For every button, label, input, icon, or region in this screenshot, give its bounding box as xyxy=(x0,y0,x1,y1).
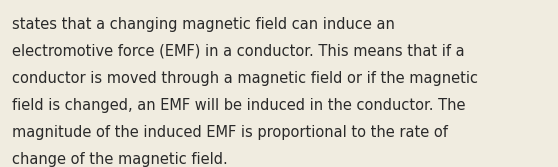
Text: field is changed, an EMF will be induced in the conductor. The: field is changed, an EMF will be induced… xyxy=(12,98,466,113)
Text: change of the magnetic field.: change of the magnetic field. xyxy=(12,152,228,167)
Text: conductor is moved through a magnetic field or if the magnetic: conductor is moved through a magnetic fi… xyxy=(12,71,478,86)
Text: magnitude of the induced EMF is proportional to the rate of: magnitude of the induced EMF is proporti… xyxy=(12,125,448,140)
Text: states that a changing magnetic field can induce an: states that a changing magnetic field ca… xyxy=(12,17,395,32)
Text: electromotive force (EMF) in a conductor. This means that if a: electromotive force (EMF) in a conductor… xyxy=(12,44,465,59)
